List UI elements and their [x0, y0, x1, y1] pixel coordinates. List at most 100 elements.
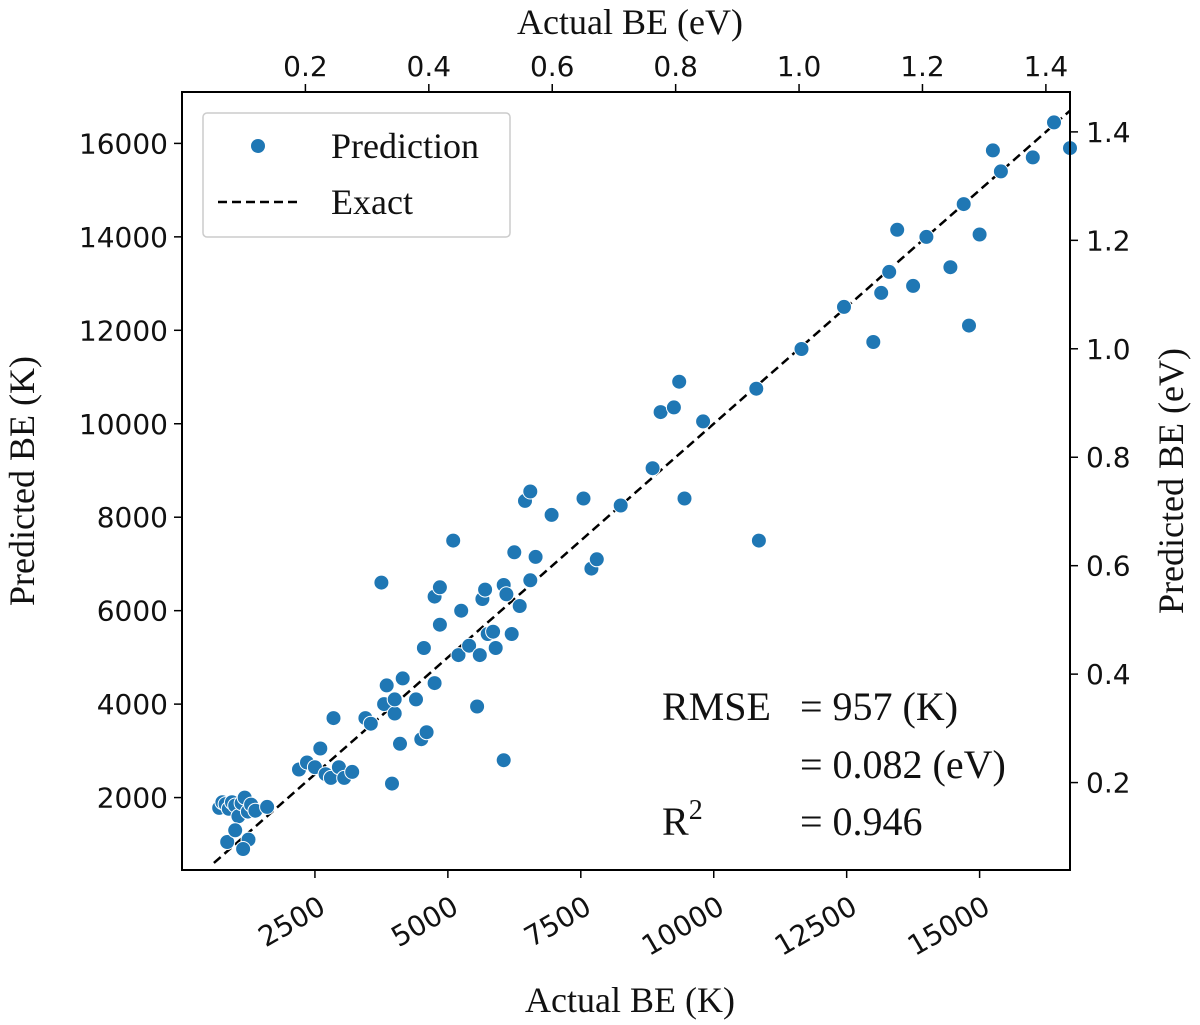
data-point: [344, 763, 361, 780]
data-point: [394, 670, 411, 687]
data-point: [612, 497, 629, 514]
data-point: [522, 483, 539, 500]
data-point: [477, 581, 494, 598]
data-layer: [211, 109, 1078, 864]
data-point: [384, 775, 400, 792]
data-point: [881, 263, 898, 280]
data-point: [487, 640, 504, 656]
x-top-tick-label: 1.2: [900, 50, 945, 83]
data-point: [498, 586, 515, 603]
data-point: [652, 404, 669, 421]
data-point: [485, 623, 502, 640]
y-right-tick-label: 0.4: [1086, 658, 1131, 691]
data-point: [984, 142, 1001, 159]
legend-prediction-label: Prediction: [331, 126, 479, 166]
x-top-tick-label: 0.6: [530, 50, 575, 83]
x-top-tick-label: 1.4: [1024, 50, 1069, 83]
y-tick-label: 8000: [97, 501, 168, 534]
data-point: [588, 551, 605, 568]
legend-exact-label: Exact: [331, 182, 413, 222]
data-point: [527, 548, 544, 565]
x-top-axis-title: Actual BE (eV): [517, 2, 743, 42]
y-tick-label: 14000: [79, 221, 168, 254]
y-right-tick-label: 0.8: [1086, 441, 1131, 474]
rmse-value-ev: = 0.082 (eV): [800, 742, 1006, 787]
data-point: [873, 284, 890, 301]
y-right-tick-label: 1.2: [1086, 224, 1131, 257]
data-point: [461, 637, 478, 654]
data-point: [511, 598, 528, 614]
y-right-tick-label: 1.4: [1086, 116, 1131, 149]
data-point: [676, 490, 693, 507]
data-point: [408, 691, 424, 708]
data-point: [748, 380, 765, 397]
data-point: [431, 579, 448, 596]
y-tick-label: 12000: [79, 314, 168, 347]
y-tick-label: 4000: [97, 688, 168, 721]
data-point: [665, 399, 682, 416]
data-point: [1046, 114, 1062, 131]
data-point: [378, 677, 395, 694]
data-point: [522, 572, 539, 589]
data-point: [426, 675, 443, 692]
data-point: [386, 705, 403, 722]
r2-value: = 0.946: [800, 799, 923, 844]
data-point: [495, 752, 512, 769]
data-point: [235, 841, 252, 857]
y-tick-label: 2000: [97, 782, 168, 815]
data-point: [325, 710, 342, 727]
data-point: [889, 221, 906, 238]
y-right-tick-label: 0.6: [1086, 550, 1131, 583]
r2-base: R: [662, 799, 689, 844]
x-top-tick-label: 1.0: [777, 50, 822, 83]
legend-box: [202, 112, 511, 238]
data-point: [955, 196, 972, 213]
data-point: [506, 544, 523, 561]
data-point: [918, 228, 935, 245]
r2-label: R2: [662, 795, 703, 844]
data-point: [695, 413, 712, 430]
data-point: [503, 626, 520, 642]
y-axis-title: Predicted BE (K): [2, 356, 42, 606]
data-point: [312, 740, 329, 757]
data-point: [453, 602, 470, 619]
data-point: [793, 341, 810, 357]
data-point: [431, 616, 448, 633]
exact-line: [213, 109, 1071, 864]
data-point: [750, 532, 767, 549]
data-point: [836, 298, 852, 315]
x-top-tick-label: 0.4: [407, 50, 452, 83]
data-point: [644, 460, 661, 477]
y-tick-label: 6000: [97, 595, 168, 628]
data-point: [961, 317, 977, 334]
rmse-value-k: = 957 (K): [800, 684, 958, 729]
y-right-tick-label: 1.0: [1086, 333, 1131, 366]
data-point: [942, 259, 959, 276]
data-point: [575, 490, 592, 507]
data-point: [671, 373, 688, 390]
data-point: [362, 715, 379, 732]
data-point: [392, 735, 408, 752]
data-point: [865, 334, 882, 350]
data-point: [450, 647, 467, 664]
data-point: [259, 798, 276, 815]
data-point: [471, 647, 488, 664]
data-point: [418, 724, 435, 741]
plot-frame: [181, 91, 1071, 871]
legend: Prediction Exact: [202, 112, 511, 238]
data-point: [905, 277, 922, 294]
data-point: [373, 574, 390, 591]
y-tick-label: 16000: [79, 127, 168, 160]
y-right-axis-title: Predicted BE (eV): [1151, 348, 1191, 614]
y-right-tick-label: 0.2: [1086, 767, 1131, 800]
x-axis-title: Actual BE (K): [525, 980, 735, 1020]
data-point: [445, 532, 462, 549]
data-point: [386, 691, 403, 708]
legend-prediction-marker: [250, 138, 266, 154]
y-tick-label: 10000: [79, 408, 168, 441]
metrics-annotation: RMSE = 957 (K) = 0.082 (eV) R2 = 0.946: [662, 684, 1006, 844]
data-point: [219, 834, 236, 850]
data-point: [971, 226, 988, 243]
